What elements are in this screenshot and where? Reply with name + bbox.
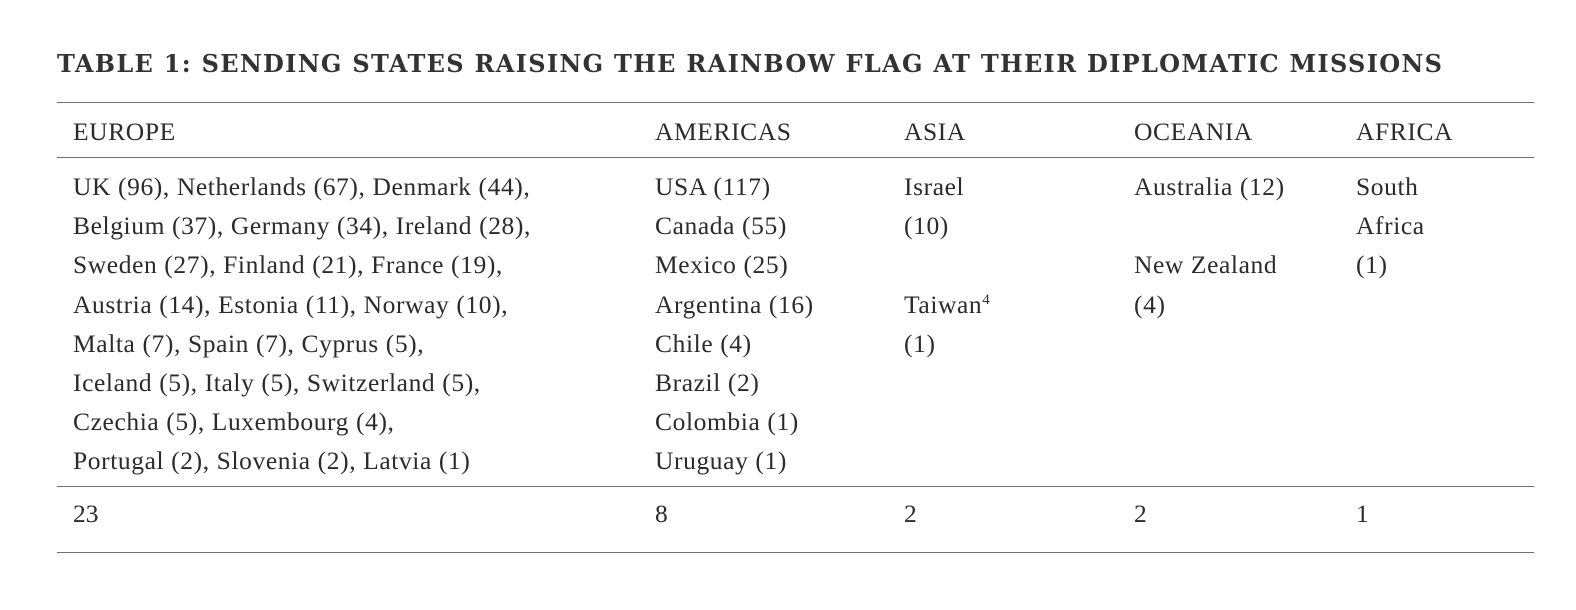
americas-line: USA (117) xyxy=(655,172,771,201)
americas-line: Colombia (1) xyxy=(655,407,799,437)
americas-line: Brazil (2) xyxy=(655,367,760,397)
asia-spacer xyxy=(904,245,990,284)
americas-line: Canada (55) xyxy=(655,211,787,241)
header-rule xyxy=(57,157,1534,158)
total-oceania: 2 xyxy=(1134,499,1147,528)
table-top-rule xyxy=(57,102,1534,103)
total-asia: 2 xyxy=(904,499,917,528)
total-africa: 1 xyxy=(1356,499,1369,528)
americas-line: Mexico (25) xyxy=(655,250,789,280)
asia-taiwan-line: Taiwan4 xyxy=(904,285,990,324)
total-americas: 8 xyxy=(655,499,668,528)
europe-line: Belgium (37), Germany (34), Ireland (28)… xyxy=(73,211,531,241)
oceania-australia: Australia (12) xyxy=(1134,172,1285,201)
table-bottom-rule xyxy=(57,552,1534,553)
americas-line: Chile (4) xyxy=(655,328,752,358)
africa-line: (1) xyxy=(1356,250,1388,280)
africa-line: South xyxy=(1356,172,1419,201)
oceania-cell: Australia (12) New Zealand (4) xyxy=(1134,167,1285,324)
oceania-new-zealand-count: (4) xyxy=(1134,289,1166,319)
asia-israel-count: (10) xyxy=(904,211,949,241)
americas-line: Argentina (16) xyxy=(655,289,814,319)
europe-line: Iceland (5), Italy (5), Switzerland (5), xyxy=(73,367,481,397)
header-asia: ASIA xyxy=(904,117,966,146)
americas-cell: USA (117) Canada (55) Mexico (25) Argent… xyxy=(655,167,814,481)
africa-cell: South Africa (1) xyxy=(1356,167,1425,285)
header-americas: AMERICAS xyxy=(655,117,792,146)
asia-cell: Israel (10) Taiwan4 (1) xyxy=(904,167,990,363)
table-title: TABLE 1: SENDING STATES RAISING THE RAIN… xyxy=(57,49,1444,78)
totals-rule xyxy=(57,486,1534,487)
europe-line: UK (96), Netherlands (67), Denmark (44), xyxy=(73,172,531,201)
africa-line: Africa xyxy=(1356,211,1425,241)
europe-line: Malta (7), Spain (7), Cyprus (5), xyxy=(73,328,425,358)
europe-line: Sweden (27), Finland (21), France (19), xyxy=(73,250,503,280)
header-oceania: OCEANIA xyxy=(1134,117,1253,146)
europe-cell: UK (96), Netherlands (67), Denmark (44),… xyxy=(73,167,531,481)
header-africa: AFRICA xyxy=(1356,117,1454,146)
asia-taiwan-count: (1) xyxy=(904,328,936,358)
footnote-marker: 4 xyxy=(982,291,991,308)
oceania-spacer xyxy=(1134,206,1285,245)
header-europe: EUROPE xyxy=(73,117,176,146)
americas-line: Uruguay (1) xyxy=(655,446,787,476)
europe-line: Austria (14), Estonia (11), Norway (10), xyxy=(73,289,509,319)
europe-line: Czechia (5), Luxembourg (4), xyxy=(73,407,395,437)
europe-line: Portugal (2), Slovenia (2), Latvia (1) xyxy=(73,446,471,476)
asia-israel: Israel xyxy=(904,172,965,201)
asia-taiwan: Taiwan xyxy=(904,289,983,319)
total-europe: 23 xyxy=(73,499,99,528)
oceania-new-zealand: New Zealand xyxy=(1134,250,1278,280)
